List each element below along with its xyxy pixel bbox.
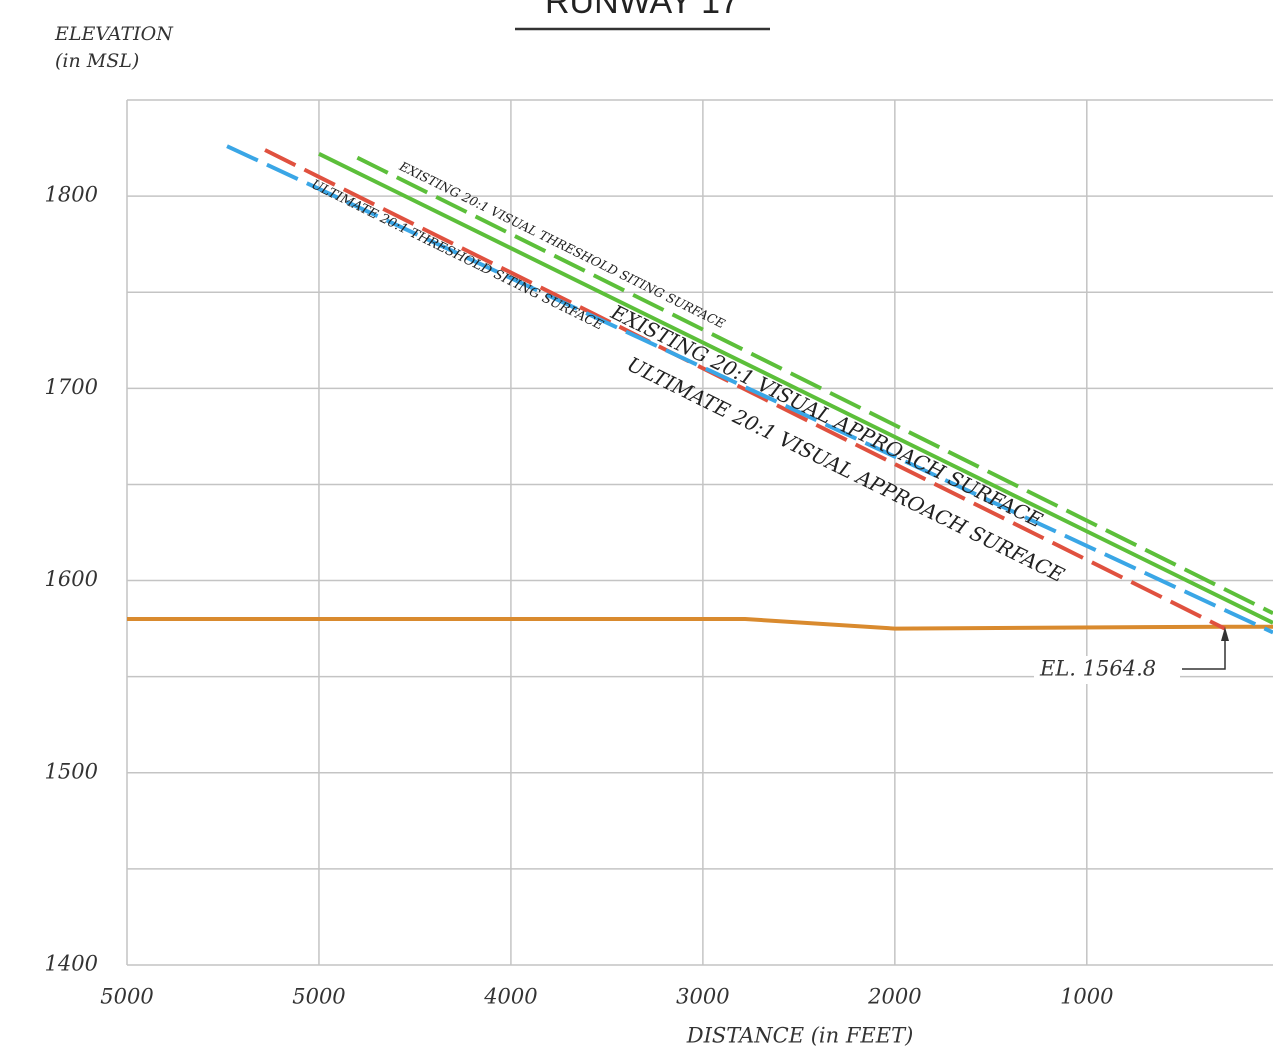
x-tick-label: 3000 (676, 985, 729, 1009)
x-tick-label: 5000 (100, 985, 153, 1009)
y-tick-label: 1500 (45, 759, 98, 783)
surface-label: EXISTING 20:1 VISUAL APPROACH SURFACE (606, 299, 1046, 532)
x-tick-label: 5000 (292, 985, 345, 1009)
y-tick-label: 1600 (45, 567, 98, 591)
series-line (226, 144, 1273, 635)
series-line (318, 152, 1273, 625)
arrowhead (1221, 627, 1229, 641)
x-axis-label: DISTANCE (in FEET) (686, 1024, 914, 1048)
series-line (264, 148, 1226, 631)
series-line (356, 155, 1273, 616)
chart-title: RUNWAY 17 (545, 0, 739, 21)
x-tick-label: 4000 (483, 985, 537, 1009)
x-tick-label: 1000 (1060, 985, 1113, 1009)
label-bg (1034, 656, 1180, 684)
y-axis-label: ELEVATION (54, 23, 174, 45)
surface-label: ULTIMATE 20:1 VISUAL APPROACH SURFACE (623, 352, 1068, 587)
series-line (127, 617, 1273, 631)
y-tick-label: 1700 (45, 375, 98, 399)
y-tick-label: 1800 (45, 183, 98, 207)
leader-line (1182, 634, 1226, 670)
y-axis-unit: (in MSL) (55, 50, 139, 72)
x-tick-label: 2000 (867, 985, 921, 1009)
y-tick-label: 1400 (45, 952, 98, 976)
elevation-label: EL. 1564.8 (1039, 657, 1156, 681)
